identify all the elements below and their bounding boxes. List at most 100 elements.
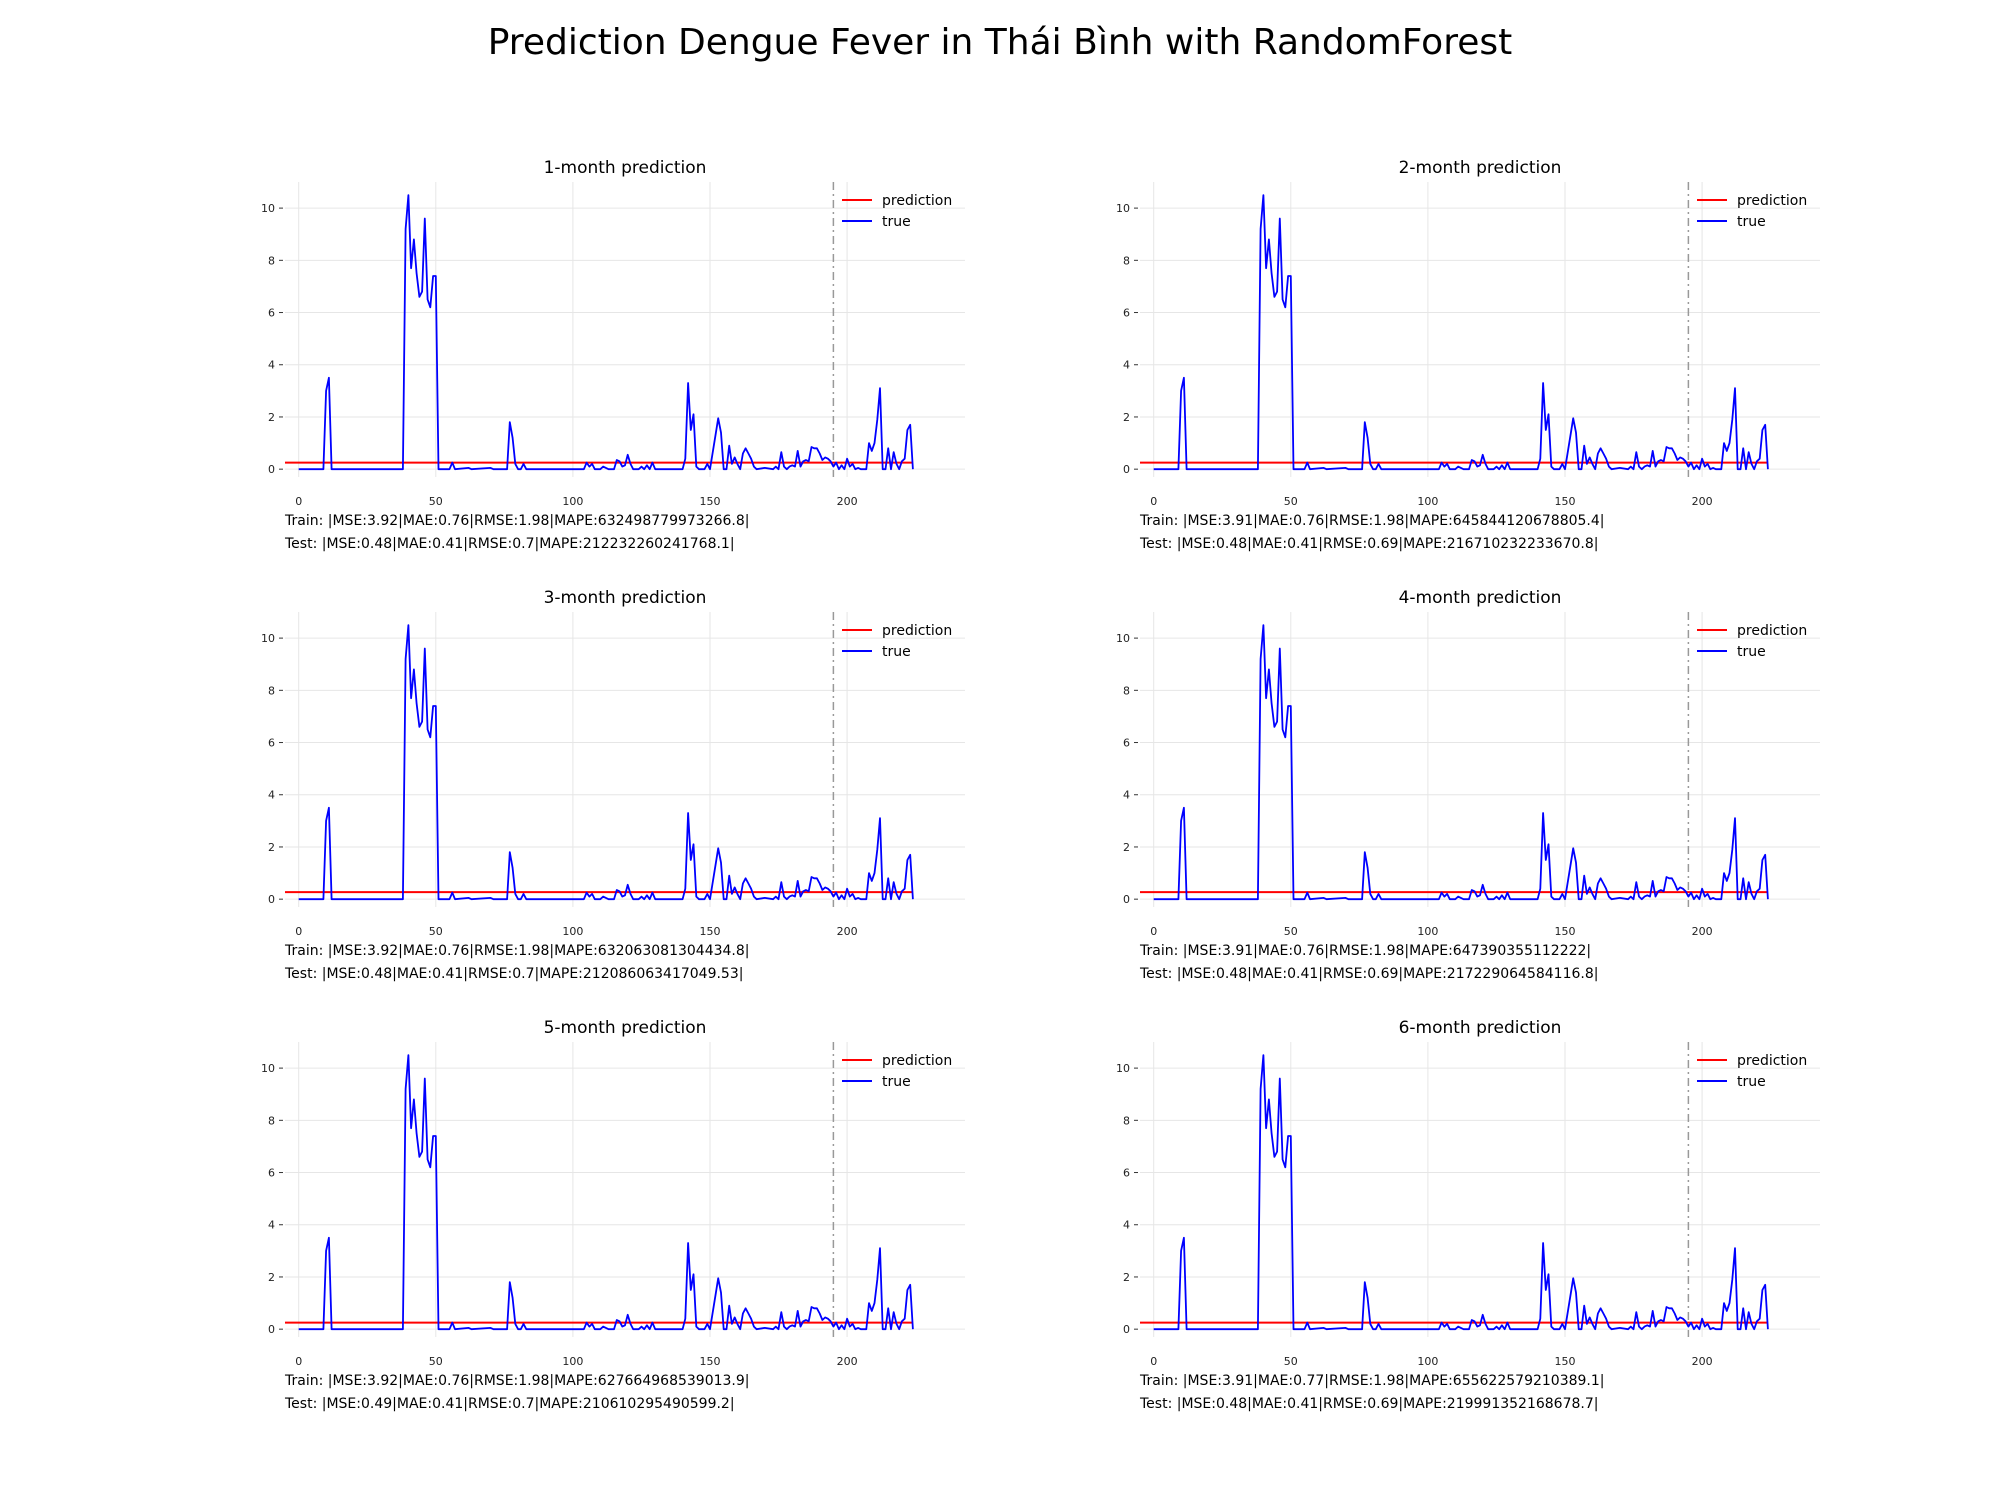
legend-label-prediction: prediction (882, 193, 952, 209)
y-tick-label: 8 (268, 1114, 275, 1127)
x-tick-label: 150 (1555, 495, 1576, 508)
subplot-2-month: 0 2 4 6 8 10 0 50 100 150 200 2-month prediction pre… (1055, 150, 1915, 560)
x-tick-label: 0 (295, 925, 302, 938)
subplot-3-month: 0 2 4 6 8 10 0 50 100 150 200 3-month prediction pre… (200, 580, 1060, 990)
x-tick-label: 150 (700, 1355, 721, 1368)
y-tick-label: 8 (1123, 1114, 1130, 1127)
y-tick-label: 8 (1123, 254, 1130, 267)
y-tick-label: 2 (1123, 841, 1130, 854)
y-tick-label: 10 (1116, 1062, 1130, 1075)
legend-label-prediction: prediction (1737, 623, 1807, 639)
page-title: Prediction Dengue Fever in Thái Bình wit… (487, 22, 1513, 63)
y-tick-label: 8 (1123, 684, 1130, 697)
x-tick-label: 50 (429, 925, 443, 938)
train-metrics: Train: |MSE:3.91|MAE:0.76|RMSE:1.98|MAPE… (1140, 943, 1592, 959)
y-tick-label: 4 (268, 789, 275, 802)
subplot-4-month: 0 2 4 6 8 10 0 50 100 150 200 4-month prediction pre… (1055, 580, 1915, 990)
x-tick-label: 200 (837, 1355, 858, 1368)
y-tick-label: 4 (268, 1219, 275, 1232)
legend-label-prediction: prediction (1737, 1053, 1807, 1069)
y-tick-label: 2 (1123, 411, 1130, 424)
legend: prediction true (1697, 193, 1807, 230)
true-series-line (1153, 1054, 1769, 1331)
x-tick-label: 150 (700, 925, 721, 938)
legend-label-true: true (882, 644, 911, 660)
legend-label-prediction: prediction (882, 1053, 952, 1069)
y-tick-label: 10 (1116, 202, 1130, 215)
y-tick-label: 4 (1123, 1219, 1130, 1232)
y-tick-label: 10 (261, 202, 275, 215)
x-tick-label: 0 (1150, 925, 1157, 938)
x-tick-label: 150 (700, 495, 721, 508)
y-tick-label: 4 (1123, 359, 1130, 372)
subplot-1-month: 0 2 4 6 8 10 0 50 100 150 200 1-month prediction pre… (200, 150, 1060, 560)
subplot-title: 3-month prediction (544, 588, 707, 608)
x-tick-label: 200 (837, 495, 858, 508)
subplot-5-month: 0 2 4 6 8 10 0 50 100 150 200 5-month prediction pre… (200, 1010, 1060, 1420)
x-tick-label: 50 (429, 495, 443, 508)
test-metrics: Test: |MSE:0.48|MAE:0.41|RMSE:0.7|MAPE:2… (285, 966, 744, 982)
y-tick-label: 0 (268, 893, 275, 906)
y-tick-label: 8 (268, 254, 275, 267)
x-tick-label: 200 (1692, 1355, 1713, 1368)
true-series-line (1153, 624, 1769, 901)
legend: prediction true (1697, 1053, 1807, 1090)
x-tick-label: 0 (1150, 495, 1157, 508)
x-tick-label: 100 (1417, 495, 1438, 508)
x-tick-label: 0 (295, 495, 302, 508)
legend: prediction true (842, 1053, 952, 1090)
y-tick-label: 4 (268, 359, 275, 372)
y-tick-label: 10 (261, 1062, 275, 1075)
y-tick-label: 0 (268, 1323, 275, 1336)
x-tick-label: 200 (1692, 925, 1713, 938)
y-tick-label: 0 (268, 463, 275, 476)
y-tick-label: 2 (1123, 1271, 1130, 1284)
y-tick-label: 6 (268, 307, 275, 320)
y-tick-label: 6 (1123, 737, 1130, 750)
legend: prediction true (842, 193, 952, 230)
y-tick-label: 4 (1123, 789, 1130, 802)
true-series-line (298, 1054, 914, 1331)
x-tick-label: 200 (1692, 495, 1713, 508)
test-metrics: Test: |MSE:0.48|MAE:0.41|RMSE:0.69|MAPE:… (1140, 536, 1599, 552)
x-tick-label: 50 (1284, 495, 1298, 508)
y-tick-label: 8 (268, 684, 275, 697)
y-tick-label: 10 (261, 632, 275, 645)
legend-label-true: true (1737, 214, 1766, 230)
y-tick-label: 10 (1116, 632, 1130, 645)
x-tick-label: 150 (1555, 1355, 1576, 1368)
legend-label-true: true (882, 214, 911, 230)
test-metrics: Test: |MSE:0.48|MAE:0.41|RMSE:0.69|MAPE:… (1140, 966, 1599, 982)
legend-label-prediction: prediction (1737, 193, 1807, 209)
x-tick-label: 200 (837, 925, 858, 938)
x-tick-label: 100 (1417, 925, 1438, 938)
x-tick-label: 100 (562, 495, 583, 508)
train-metrics: Train: |MSE:3.91|MAE:0.76|RMSE:1.98|MAPE… (1140, 513, 1605, 529)
y-tick-label: 6 (1123, 1167, 1130, 1180)
true-series-line (298, 194, 914, 471)
legend: prediction true (1697, 623, 1807, 660)
subplot-title: 5-month prediction (544, 1018, 707, 1038)
subplot-6-month: 0 2 4 6 8 10 0 50 100 150 200 6-month prediction pre… (1055, 1010, 1915, 1420)
y-tick-label: 2 (268, 411, 275, 424)
x-tick-label: 100 (1417, 1355, 1438, 1368)
x-tick-label: 0 (1150, 1355, 1157, 1368)
test-metrics: Test: |MSE:0.49|MAE:0.41|RMSE:0.7|MAPE:2… (285, 1396, 735, 1412)
y-tick-label: 6 (268, 1167, 275, 1180)
train-metrics: Train: |MSE:3.92|MAE:0.76|RMSE:1.98|MAPE… (285, 943, 750, 959)
test-metrics: Test: |MSE:0.48|MAE:0.41|RMSE:0.69|MAPE:… (1140, 1396, 1599, 1412)
legend: prediction true (842, 623, 952, 660)
y-tick-label: 2 (268, 1271, 275, 1284)
train-metrics: Train: |MSE:3.92|MAE:0.76|RMSE:1.98|MAPE… (285, 1373, 750, 1389)
test-metrics: Test: |MSE:0.48|MAE:0.41|RMSE:0.7|MAPE:2… (285, 536, 735, 552)
true-series-line (1153, 194, 1769, 471)
x-tick-label: 50 (429, 1355, 443, 1368)
y-tick-label: 6 (268, 737, 275, 750)
subplot-title: 1-month prediction (544, 158, 707, 178)
legend-label-true: true (882, 1074, 911, 1090)
